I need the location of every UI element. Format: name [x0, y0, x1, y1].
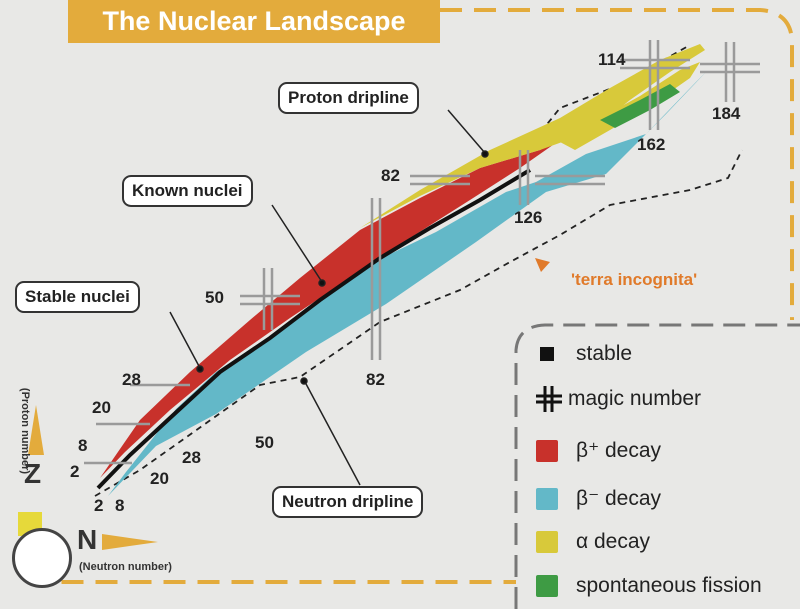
neutron-magic-8: 8 — [115, 496, 125, 515]
beta-minus-region — [108, 72, 706, 496]
callout-leaders — [169, 109, 489, 486]
legend-label-fission: spontaneous fission — [576, 574, 762, 597]
legend-item-beta-minus: β⁻ decay — [536, 486, 661, 511]
neutron-magic-162: 162 — [637, 135, 666, 154]
z-axis-caption: (Proton number) — [19, 387, 31, 475]
legend-item-alpha: α decay — [536, 530, 650, 554]
legend-item-fission: spontaneous fission — [536, 574, 762, 598]
neutron-magic-2: 2 — [94, 496, 104, 515]
nuclide-chart-band — [96, 44, 706, 496]
legend: stable magic number β⁺ decay β⁻ decay α … — [516, 324, 800, 609]
terra-incognita-label: 'terra incognita' — [571, 270, 698, 289]
neutron-magic-184: 184 — [712, 104, 741, 123]
terra-incognita-pointer — [535, 258, 550, 272]
legend-item-beta-plus: β⁺ decay — [536, 438, 661, 463]
diagram-title: The Nuclear Landscape — [68, 0, 440, 43]
known-nuclei-callout: Known nuclei — [122, 175, 253, 207]
neutron-magic-20: 20 — [150, 469, 169, 488]
legend-label-beta-plus: β⁺ decay — [576, 439, 662, 462]
n-axis-caption: (Neutron number) — [79, 561, 172, 573]
proton-magic-82: 82 — [381, 166, 400, 185]
n-axis-arrow — [102, 534, 158, 550]
proton-magic-20: 20 — [92, 398, 111, 417]
proton-magic-8: 8 — [78, 436, 88, 455]
neutron-dripline-callout: Neutron dripline — [272, 486, 424, 518]
proton-magic-114: 114 — [598, 50, 626, 69]
legend-label-beta-minus: β⁻ decay — [576, 487, 662, 510]
fission-swatch — [536, 575, 558, 597]
stable-swatch — [540, 347, 554, 361]
neutron-magic-82: 82 — [366, 370, 385, 389]
proton-magic-2: 2 — [70, 462, 80, 481]
n-axis-letter: N — [77, 524, 98, 555]
legend-dashed-frame — [514, 323, 800, 609]
z-axis-arrow — [28, 405, 44, 455]
stable-nuclei-callout: Stable nuclei — [15, 281, 140, 313]
z-axis-letter: Z — [24, 458, 42, 489]
magic-number-lines — [84, 40, 760, 465]
corner-logo-circle — [12, 528, 72, 588]
proton-dripline-callout: Proton dripline — [278, 82, 419, 114]
outer-dashed-frame — [440, 8, 794, 320]
neutron-magic-50: 50 — [255, 433, 274, 452]
legend-item-stable: stable — [536, 342, 632, 366]
neutron-magic-28: 28 — [182, 448, 201, 467]
stable-valley — [96, 168, 532, 490]
legend-label-alpha: α decay — [576, 530, 651, 553]
neutron-magic-126: 126 — [514, 208, 543, 227]
alpha-region — [360, 44, 705, 228]
legend-item-magic: magic number — [536, 386, 701, 412]
legend-label-magic: magic number — [568, 387, 702, 410]
neutron-dripline-curve — [94, 149, 743, 497]
fission-region — [600, 84, 680, 128]
legend-label-stable: stable — [576, 342, 633, 365]
proton-magic-28: 28 — [122, 370, 141, 389]
beta-plus-swatch — [536, 439, 558, 462]
magic-number-icon — [536, 386, 562, 412]
proton-magic-50: 50 — [205, 288, 224, 307]
beta-minus-swatch — [536, 487, 558, 510]
alpha-swatch — [536, 531, 558, 553]
